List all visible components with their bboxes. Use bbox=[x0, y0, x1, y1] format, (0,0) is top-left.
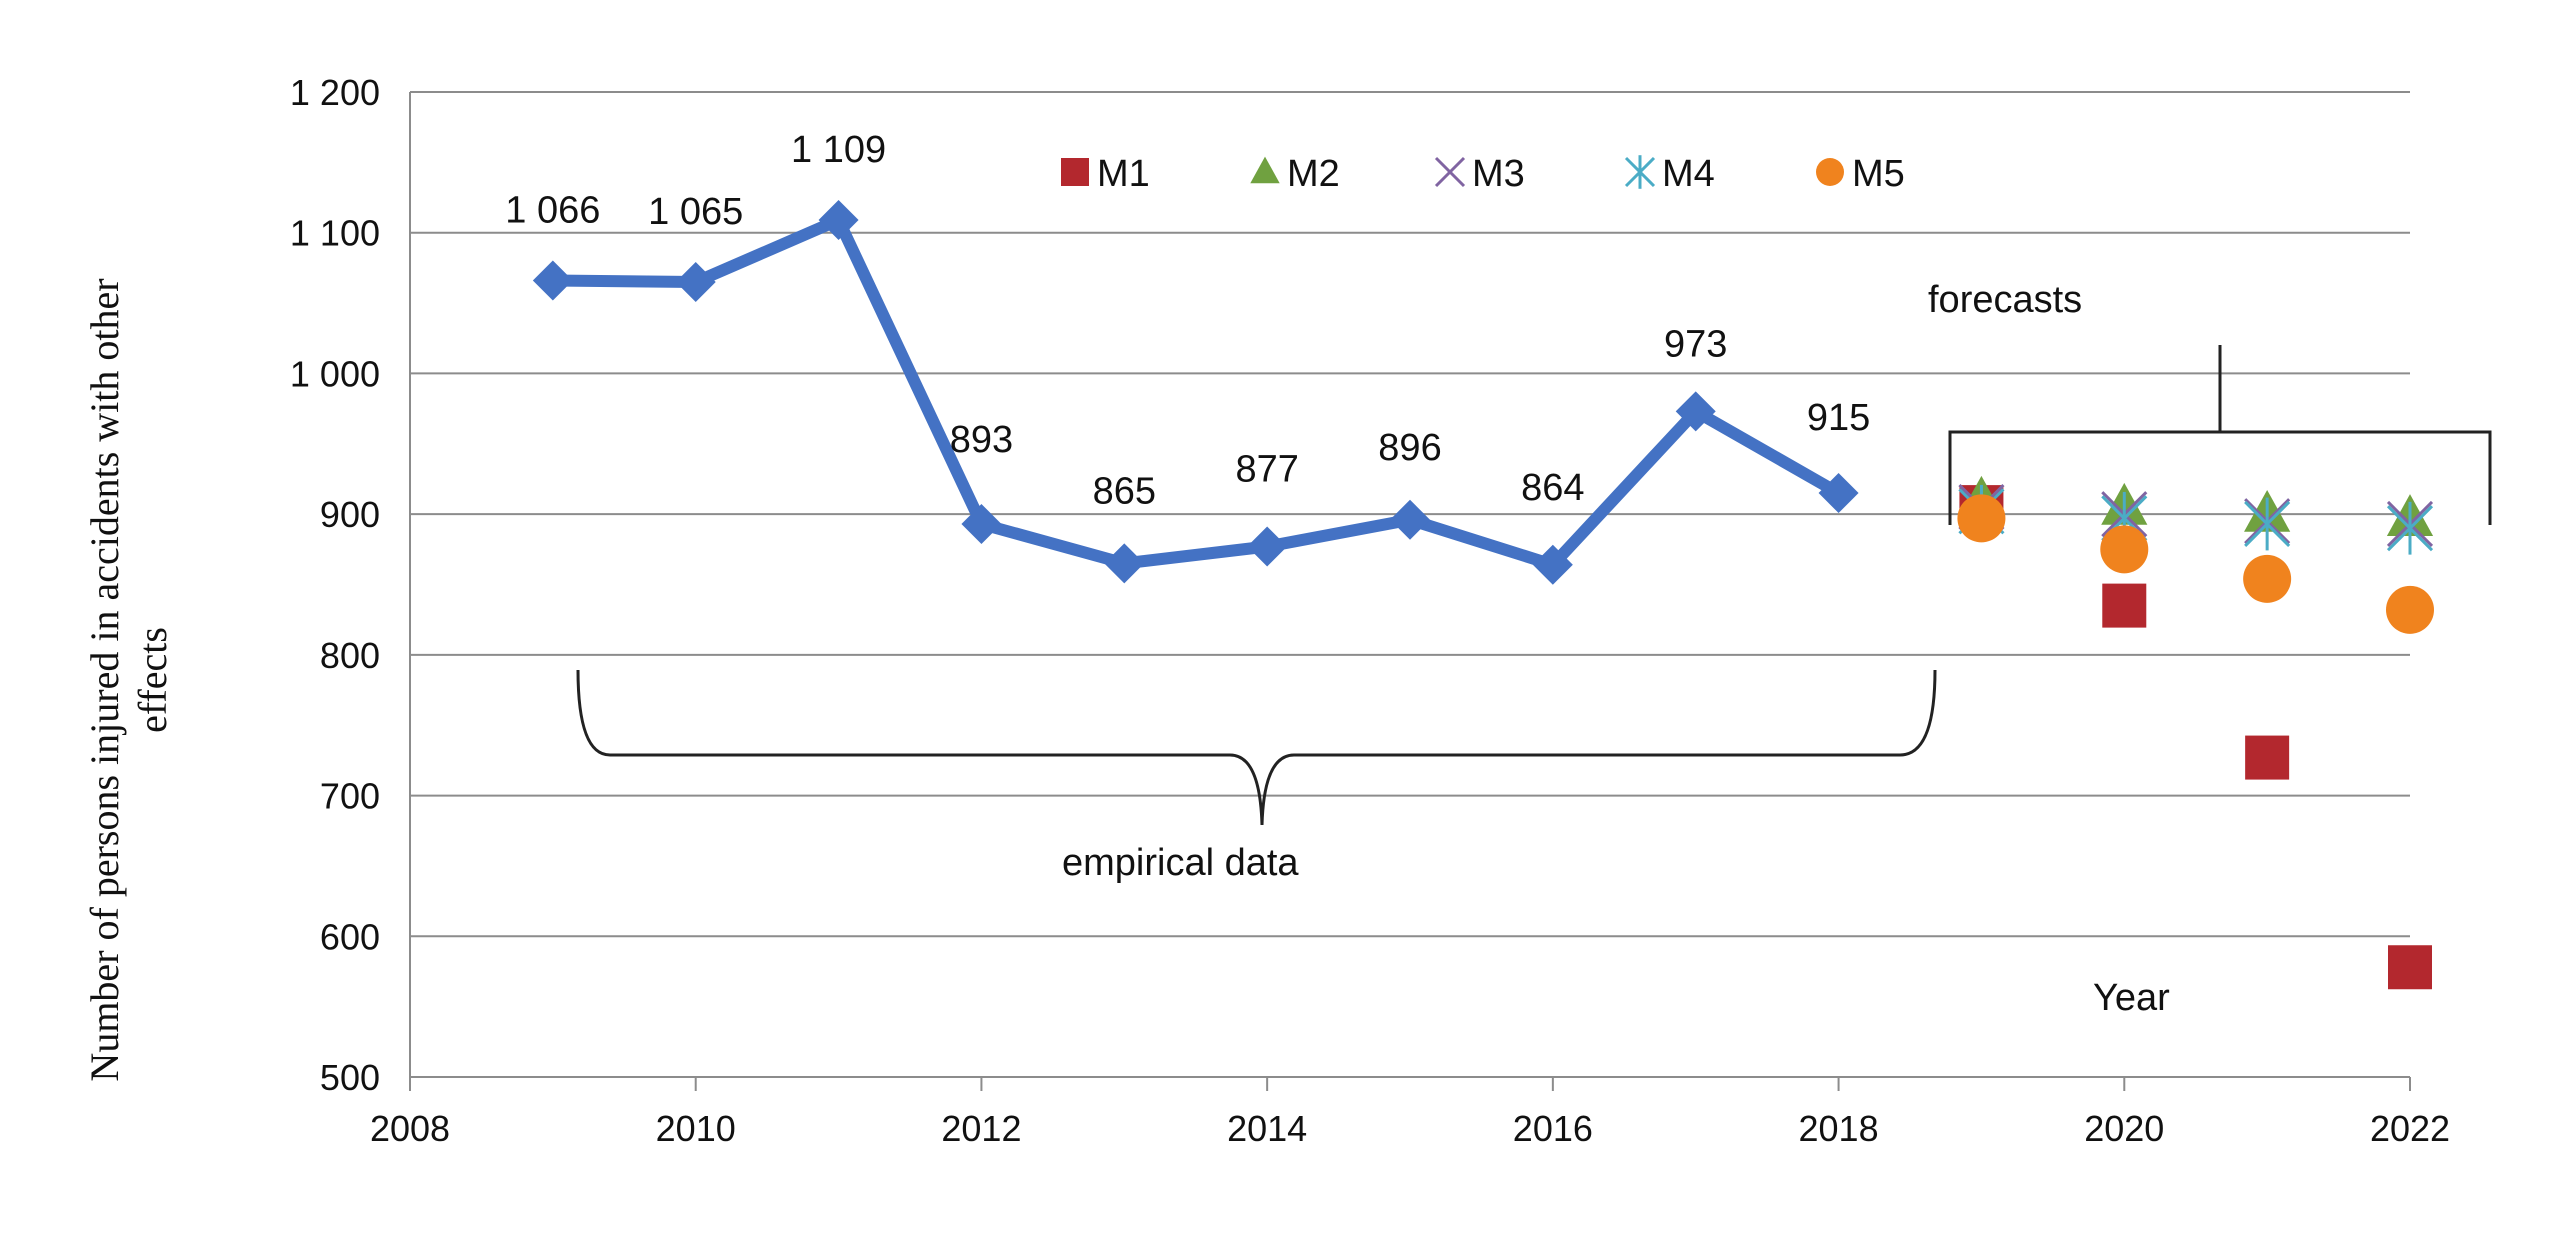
empirical-point-2009 bbox=[532, 260, 573, 301]
forecast-M5-2019 bbox=[1957, 494, 2006, 543]
y-axis-title-line1: Number of persons injured in accidents w… bbox=[82, 278, 127, 1081]
empirical-series bbox=[532, 200, 1859, 585]
y-tick-label-700: 700 bbox=[320, 776, 380, 817]
axes bbox=[409, 92, 2411, 1091]
y-tick-label-1200: 1 200 bbox=[290, 72, 380, 113]
forecast-M5-2020 bbox=[2100, 525, 2149, 574]
x-tick-label-2010: 2010 bbox=[656, 1108, 736, 1149]
y-tick-labels: 500 600 700 800 900 1 000 1 100 1 200 bbox=[290, 72, 380, 1098]
data-label-2015: 896 bbox=[1378, 427, 1441, 469]
forecast-M4-2021 bbox=[2244, 497, 2291, 551]
forecast-series-M4 bbox=[1958, 484, 2434, 555]
legend-label-M2: M2 bbox=[1287, 153, 1340, 195]
empirical-point-2013 bbox=[1104, 543, 1145, 584]
empirical-line bbox=[552, 214, 1842, 571]
data-label-2014: 877 bbox=[1235, 449, 1298, 491]
y-tick-label-1100: 1 100 bbox=[290, 213, 380, 254]
legend-marker-M3 bbox=[1434, 156, 1466, 188]
legend-label-M3: M3 bbox=[1472, 153, 1525, 195]
forecast-series-M1 bbox=[1959, 485, 2432, 990]
y-tick-label-600: 600 bbox=[320, 916, 380, 957]
data-label-2009: 1 066 bbox=[505, 190, 600, 232]
data-label-2016: 864 bbox=[1521, 467, 1584, 509]
forecast-series-M3 bbox=[1958, 484, 2434, 548]
x-axis-title: Year bbox=[2093, 977, 2170, 1019]
empirical-data-label: empirical data bbox=[1062, 842, 1299, 884]
legend-marker-M2 bbox=[1250, 156, 1280, 184]
legend: M1 M2 M3 M4 M5 bbox=[1061, 153, 1905, 195]
empirical-data-labels: 1 066 1 065 1 109 893 865 877 896 864 973 915 bbox=[505, 129, 1870, 512]
x-tick-label-2022: 2022 bbox=[2370, 1108, 2450, 1149]
x-tick-label-2012: 2012 bbox=[941, 1108, 1021, 1149]
legend-label-M5: M5 bbox=[1852, 153, 1905, 195]
x-tick-labels: 2008 2010 2012 2014 2016 2018 2020 2022 bbox=[370, 1108, 2450, 1149]
x-tick-label-2018: 2018 bbox=[1799, 1108, 1879, 1149]
data-label-2012: 893 bbox=[950, 419, 1013, 461]
forecast-series-M5 bbox=[1957, 494, 2434, 634]
legend-marker-M3-stroke2 bbox=[1434, 156, 1466, 188]
legend-marker-M1 bbox=[1061, 158, 1089, 186]
forecasts-bracket bbox=[1948, 345, 2492, 525]
forecast-M5-2021 bbox=[2243, 554, 2292, 603]
forecasts-label: forecasts bbox=[1928, 279, 2082, 321]
empirical-point-2014 bbox=[1247, 526, 1288, 567]
forecast-series-M2 bbox=[1958, 475, 2434, 536]
data-label-2010: 1 065 bbox=[648, 191, 743, 233]
legend-label-M4: M4 bbox=[1662, 153, 1715, 195]
y-tick-label-1000: 1 000 bbox=[290, 353, 380, 394]
y-tick-label-500: 500 bbox=[320, 1057, 380, 1098]
x-tick-label-2008: 2008 bbox=[370, 1108, 450, 1149]
forecast-M4-2022 bbox=[2386, 501, 2434, 555]
forecast-series bbox=[1957, 475, 2434, 990]
forecast-M1-2022 bbox=[2388, 945, 2432, 990]
empirical-point-2017 bbox=[1675, 391, 1716, 432]
forecast-M5-2022 bbox=[2386, 585, 2434, 634]
data-label-2017: 973 bbox=[1664, 323, 1727, 365]
data-label-2018: 915 bbox=[1807, 397, 1870, 439]
empirical-point-2012 bbox=[961, 503, 1002, 544]
y-tick-label-800: 800 bbox=[320, 635, 380, 676]
forecast-M1-2020 bbox=[2102, 583, 2147, 628]
empirical-point-2011 bbox=[818, 200, 859, 241]
forecast-M1-2021 bbox=[2245, 735, 2290, 780]
x-tick-label-2020: 2020 bbox=[2084, 1108, 2164, 1149]
x-tick-label-2014: 2014 bbox=[1227, 1108, 1307, 1149]
data-label-2011: 1 109 bbox=[791, 129, 886, 171]
legend-marker-M4 bbox=[1624, 155, 1656, 189]
y-tick-label-900: 900 bbox=[320, 494, 380, 535]
empirical-point-2015 bbox=[1390, 499, 1430, 540]
legend-marker-M5 bbox=[1816, 158, 1844, 186]
legend-label-M1: M1 bbox=[1097, 153, 1150, 195]
data-label-2013: 865 bbox=[1093, 470, 1156, 512]
y-axis-title-line2: effects bbox=[130, 627, 175, 733]
x-tick-label-2016: 2016 bbox=[1513, 1108, 1593, 1149]
empirical-point-2016 bbox=[1532, 544, 1573, 585]
empirical-data-brace bbox=[576, 669, 1937, 826]
empirical-point-2018 bbox=[1818, 473, 1859, 514]
empirical-point-2010 bbox=[675, 261, 716, 302]
